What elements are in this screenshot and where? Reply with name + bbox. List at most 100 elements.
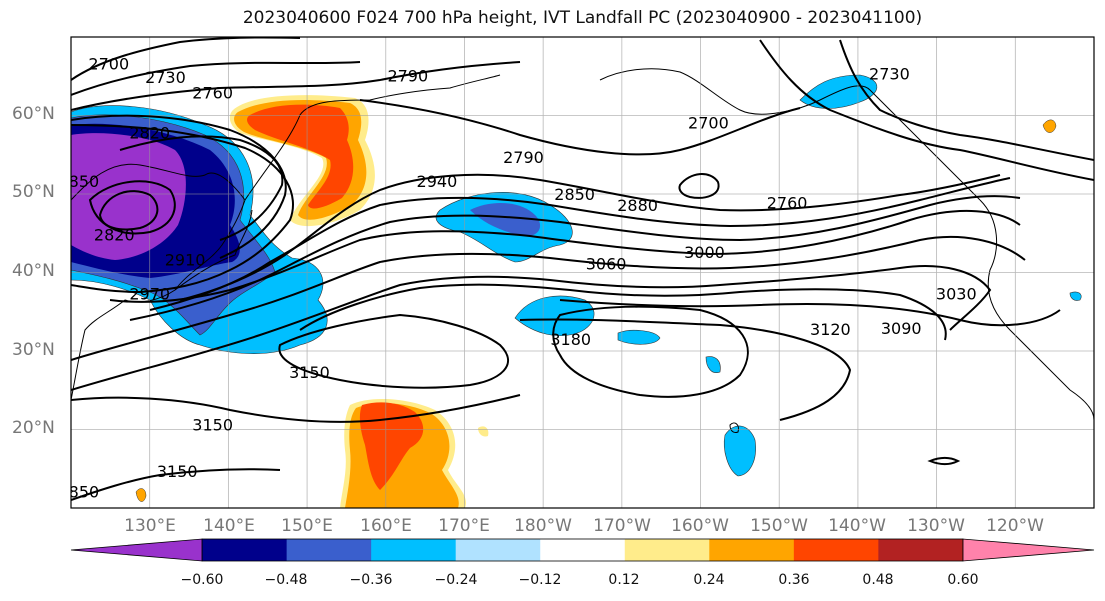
contour-3180-loop	[552, 305, 749, 398]
coastline-hawaii	[729, 422, 739, 433]
contour-3060	[299, 283, 947, 341]
contour-2760-alaska	[759, 39, 1094, 181]
coastline-kamchatka	[244, 74, 501, 201]
contour-label: 2910	[165, 251, 206, 270]
lon-label-140e: 140°E	[203, 516, 255, 536]
ivt-negative-region-central-2	[470, 203, 541, 237]
contour-label: 2730	[869, 65, 910, 84]
colorbar-label-neg036: −0.36	[349, 572, 393, 588]
lon-label-150w: 150°W	[750, 516, 808, 536]
contour-2730-alaska	[839, 39, 1094, 161]
ivt-negative-region-hawaii	[723, 425, 756, 477]
coastlines	[71, 68, 1094, 433]
colorbar-label-012: 0.12	[608, 572, 640, 588]
colorbar-label-neg024: −0.24	[434, 572, 478, 588]
contour-label: 2970	[129, 284, 170, 303]
contour-label: 2790	[503, 148, 544, 167]
contour-3030	[71, 265, 992, 391]
plot-title: 2023040600 F024 700 hPa height, IVT Land…	[242, 8, 923, 28]
contour-label: 3000	[684, 243, 725, 262]
lat-label-30n: 30°N	[12, 340, 55, 360]
lon-label-120w: 120°W	[986, 516, 1044, 536]
colorbar-label-060: 0.60	[947, 572, 979, 588]
contour-2790-west	[119, 135, 284, 241]
contour-label: 2730	[145, 68, 186, 87]
ivt-positive-region-north-3	[247, 104, 354, 209]
ivt-negative-region-west-coast	[1069, 291, 1082, 301]
ivt-negative-region-subtropic	[514, 295, 595, 337]
contour-label: 2700	[688, 113, 729, 132]
contour-3120	[519, 318, 852, 421]
contour-2760	[71, 61, 521, 111]
lon-label-170e: 170°E	[438, 516, 490, 536]
ivt-positive-region-small-3	[478, 426, 489, 437]
contour-label: 2760	[767, 193, 808, 212]
contour-label: 3090	[881, 319, 922, 338]
contour-label: 2760	[192, 84, 233, 103]
contour-labels: 2700 2730 2760 2790 2820 2700 2730 2790 2940 2850…	[59, 54, 977, 501]
height-contours	[71, 37, 1094, 501]
contour-label: 2850	[554, 185, 595, 204]
colorbar-label-048: 0.48	[862, 572, 894, 588]
contour-3150-south	[71, 394, 521, 423]
contour-small-loop	[927, 457, 961, 465]
contour-3090	[559, 299, 1061, 327]
contour-2850-ring	[98, 190, 159, 231]
colorbar-label-neg048: −0.48	[264, 572, 308, 588]
contour-label: 2820	[129, 124, 170, 143]
contour-3000	[71, 235, 1026, 361]
map-frame	[70, 36, 1095, 509]
contour-2850	[71, 124, 294, 294]
contour-2790-east	[359, 99, 801, 156]
contour-label: 3150	[289, 363, 330, 382]
lon-label-160e: 160°E	[360, 516, 412, 536]
contour-label: 3120	[810, 320, 851, 339]
lon-label-150e: 150°E	[281, 516, 333, 536]
contour-3150-loop	[278, 313, 510, 389]
contour-label: 3150	[192, 416, 233, 435]
contour-2820	[71, 114, 287, 259]
contour-2940	[129, 195, 1021, 321]
lat-label-50n: 50°N	[12, 182, 55, 202]
lat-label-60n: 60°N	[12, 104, 55, 124]
ivt-positive-region-south-3	[359, 402, 424, 490]
contour-label: 3060	[586, 255, 627, 274]
colorbar-label-neg060: −0.60	[180, 572, 224, 588]
lat-label-40n: 40°N	[12, 261, 55, 281]
contour-2910	[149, 177, 1011, 311]
ivt-negative-region-small-2	[705, 356, 721, 373]
contour-label: 3030	[936, 284, 977, 303]
lon-label-160w: 160°W	[671, 516, 729, 536]
contour-2970	[109, 210, 1021, 303]
contour-3150-far-south	[71, 468, 281, 501]
contour-label: 2850	[59, 172, 100, 191]
lat-label-20n: 20°N	[12, 418, 55, 438]
colorbar-label-neg012: −0.12	[518, 572, 562, 588]
contour-label: 3180	[550, 330, 591, 349]
coastline-alaska	[599, 68, 981, 201]
lon-label-130e: 130°E	[124, 516, 176, 536]
contour-gulf-low	[678, 173, 720, 199]
lon-label-140w: 140°W	[828, 516, 886, 536]
coastline-north-america	[979, 199, 1094, 421]
coastline-east-asia	[71, 163, 246, 401]
lon-label-180w: 180°W	[514, 516, 572, 536]
ivt-negative-region-small	[617, 329, 661, 345]
contour-label: 2850	[59, 482, 100, 501]
lon-label-130w: 130°W	[907, 516, 965, 536]
ivt-positive-region-small	[1042, 119, 1057, 133]
lon-label-170w: 170°W	[593, 516, 651, 536]
contour-2730	[71, 61, 361, 96]
contour-label: 2700	[88, 54, 129, 73]
contour-label: 2790	[387, 66, 428, 85]
colorbar-label-024: 0.24	[693, 572, 725, 588]
contour-label: 3150	[157, 462, 198, 481]
contour-label: 2940	[417, 172, 458, 191]
contour-label: 2820	[94, 226, 135, 245]
gridlines	[71, 37, 1094, 508]
colorbar-label-036: 0.36	[778, 572, 810, 588]
ivt-negative-region-west-4	[71, 133, 186, 260]
contour-label: 2880	[617, 196, 658, 215]
ivt-positive-region-small-2	[135, 488, 147, 502]
